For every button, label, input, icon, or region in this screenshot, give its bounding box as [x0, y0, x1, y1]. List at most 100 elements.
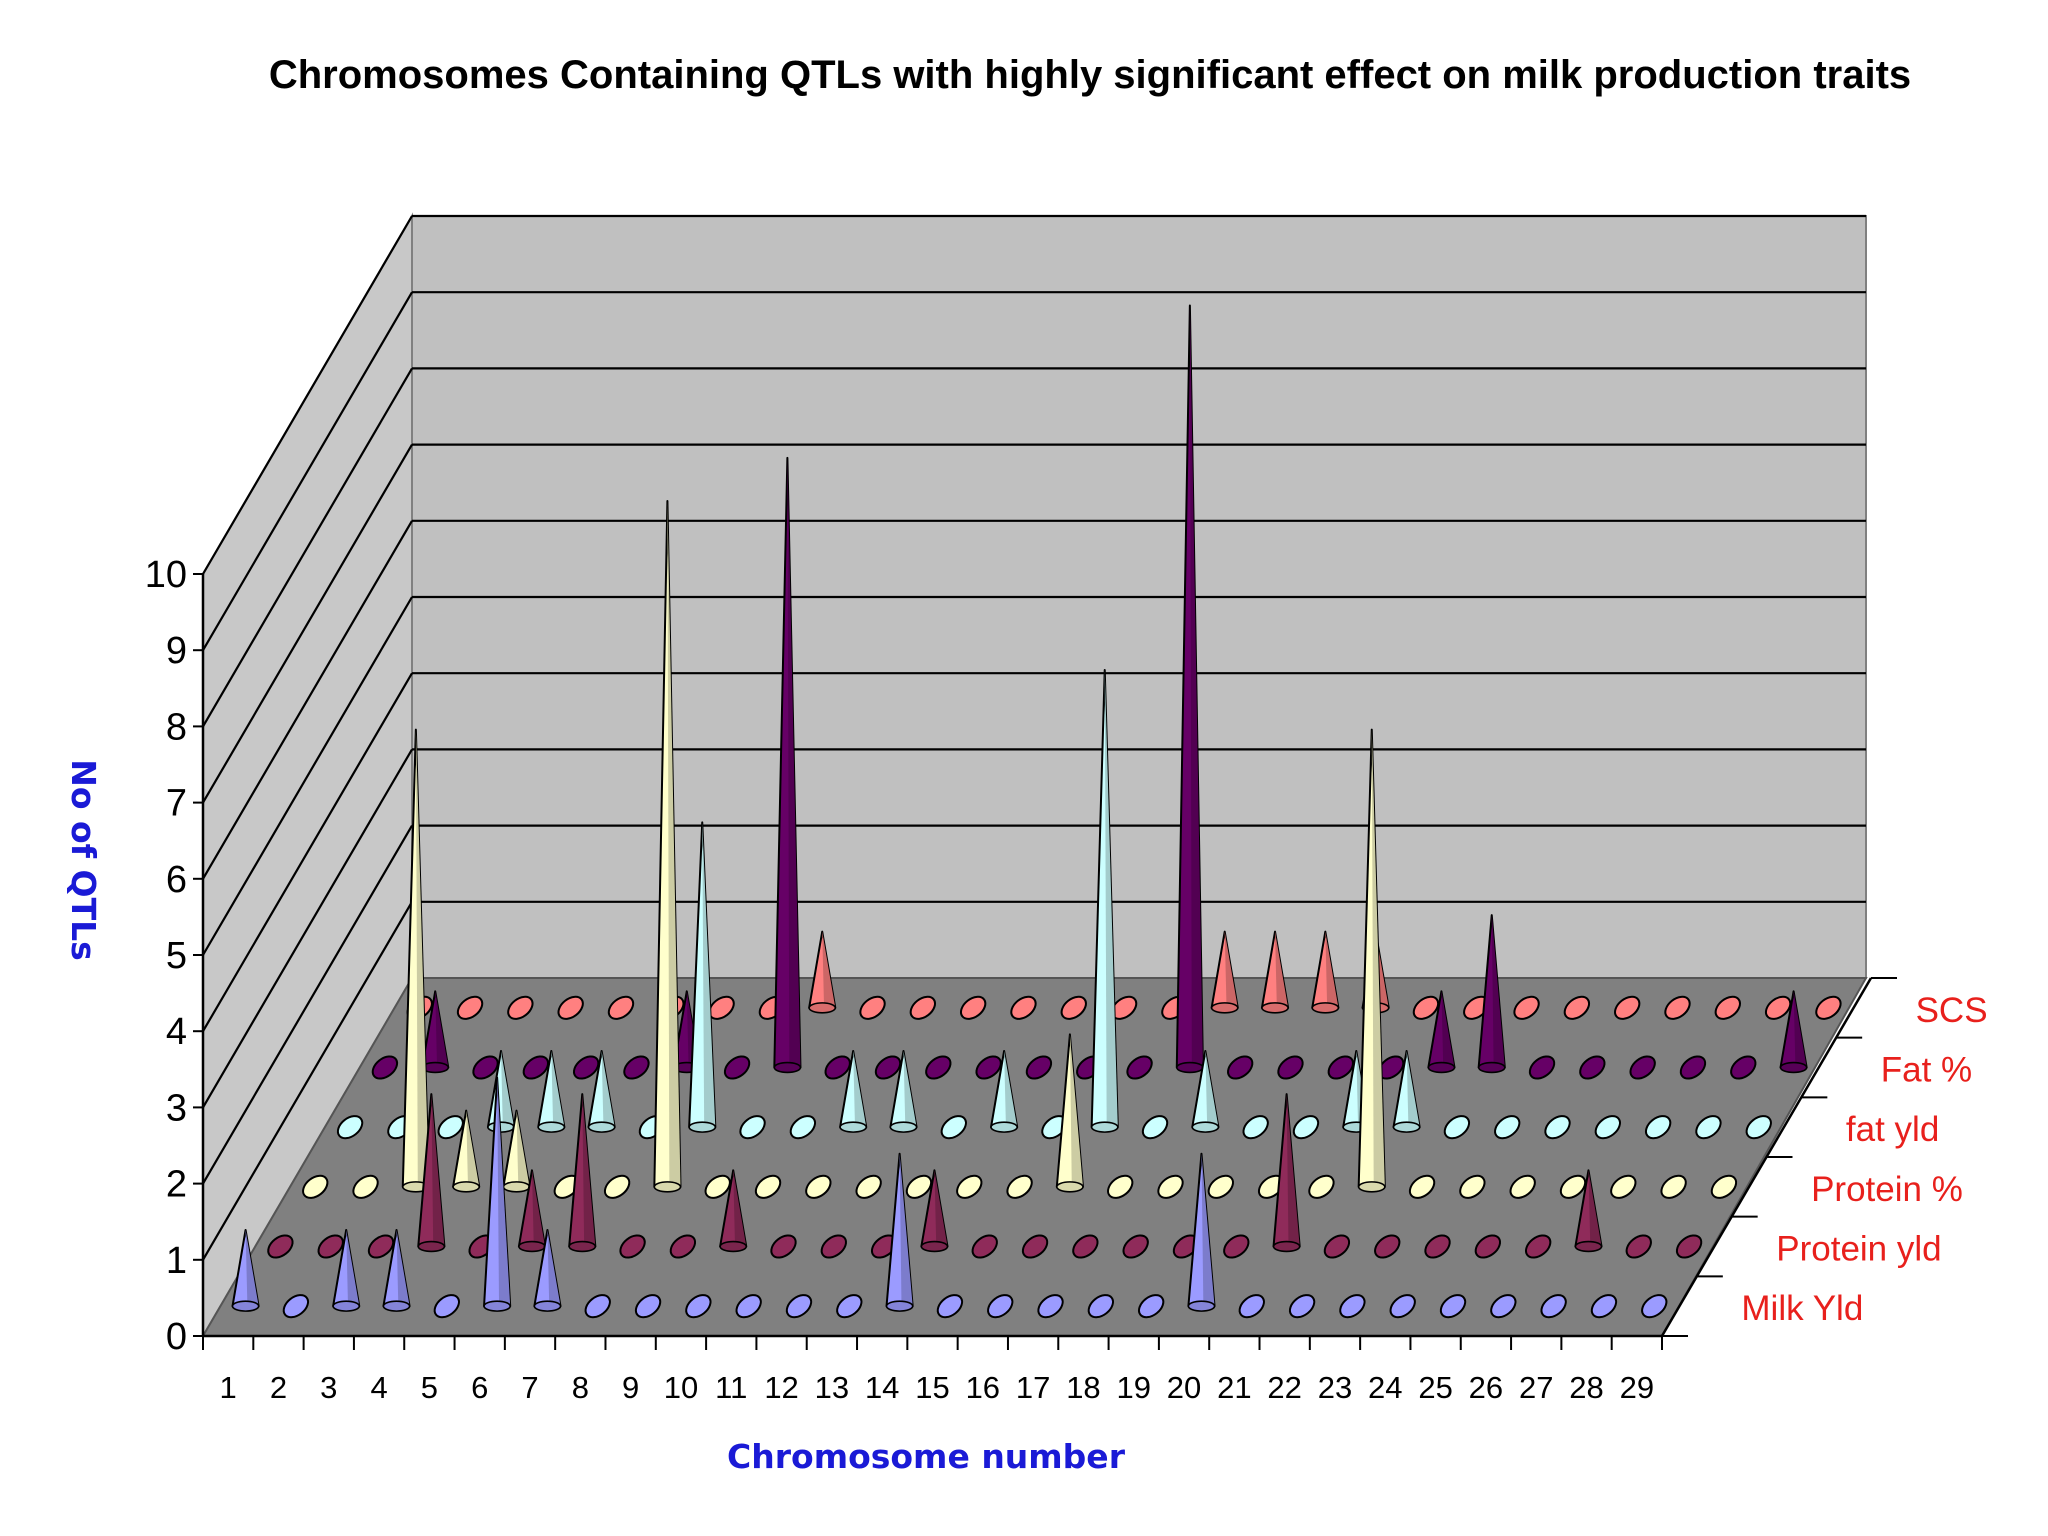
- cone: [1126, 1055, 1153, 1080]
- cone: [1137, 1294, 1165, 1319]
- cone: [1412, 995, 1440, 1020]
- cone: [472, 1055, 499, 1080]
- x-tick-label: 20: [1167, 1370, 1201, 1405]
- y-tick-label: 5: [166, 935, 187, 977]
- cone: [1323, 1234, 1351, 1259]
- cone: [332, 1228, 361, 1312]
- cone: [1525, 1234, 1552, 1259]
- chart-title: Chromosomes Containing QTLs with highly …: [269, 53, 1911, 97]
- cone: [371, 1055, 399, 1080]
- cone: [1644, 1115, 1672, 1140]
- cone: [1714, 995, 1741, 1020]
- cone: [1223, 1234, 1250, 1259]
- x-tick-label: 24: [1368, 1370, 1402, 1405]
- x-tick-label: 9: [622, 1370, 639, 1405]
- cone: [1408, 1174, 1436, 1199]
- cone: [634, 1294, 662, 1319]
- x-tick-label: 5: [421, 1370, 438, 1405]
- cone: [1090, 668, 1119, 1133]
- y-tick-label: 4: [166, 1011, 187, 1053]
- cone: [1710, 1174, 1738, 1199]
- cone: [1439, 1294, 1467, 1319]
- cone: [785, 1294, 813, 1319]
- cone: [1629, 1055, 1656, 1080]
- cone: [231, 1228, 260, 1312]
- cone: [1594, 1115, 1621, 1140]
- cone: [805, 1174, 832, 1199]
- floor: [201, 977, 1868, 1337]
- cone: [1292, 1115, 1320, 1140]
- cone: [669, 1234, 697, 1259]
- cone: [437, 1115, 464, 1140]
- cone: [603, 1174, 631, 1199]
- cone: [773, 456, 802, 1074]
- y-tick-label: 1: [166, 1240, 187, 1282]
- cone: [537, 1049, 566, 1133]
- x-tick-label: 22: [1267, 1370, 1301, 1405]
- cone: [1175, 304, 1204, 1074]
- cone: [723, 1055, 751, 1080]
- x-tick-label: 16: [966, 1370, 1000, 1405]
- cone: [719, 1169, 748, 1253]
- gridline-side: [202, 901, 413, 1261]
- cone: [1272, 1093, 1301, 1253]
- cone: [1006, 1174, 1033, 1199]
- x-tick-label: 28: [1569, 1370, 1603, 1405]
- cone: [1191, 1049, 1220, 1133]
- series-label: Milk Yld: [1741, 1289, 1863, 1328]
- cone: [1060, 995, 1087, 1020]
- cone: [1311, 930, 1340, 1014]
- cone: [1664, 995, 1691, 1020]
- cone: [1424, 1234, 1451, 1259]
- series-label: Protein yld: [1776, 1230, 1941, 1269]
- cone: [1474, 1234, 1502, 1259]
- cone: [1389, 1294, 1416, 1319]
- gridlines: [202, 214, 1866, 1261]
- cone: [1540, 1294, 1567, 1319]
- cone: [975, 1055, 1002, 1080]
- cone: [1513, 995, 1540, 1020]
- cone: [1277, 1055, 1304, 1080]
- cone: [990, 1049, 1019, 1133]
- cone: [1625, 1234, 1652, 1259]
- cone: [940, 1115, 967, 1140]
- cone: [1815, 995, 1842, 1020]
- cone: [456, 995, 484, 1020]
- y-tick-label: 8: [166, 706, 187, 748]
- cone: [936, 1294, 964, 1319]
- cone: [1745, 1115, 1772, 1140]
- cone: [452, 1109, 481, 1193]
- cone: [855, 1174, 882, 1199]
- cone: [433, 1294, 460, 1319]
- cone: [572, 1055, 600, 1080]
- cone: [1339, 1294, 1366, 1319]
- cone: [1025, 1055, 1053, 1080]
- cone: [417, 1093, 446, 1253]
- cone: [770, 1234, 797, 1259]
- cone: [587, 1049, 616, 1133]
- cone: [1610, 1174, 1637, 1199]
- x-tick-label: 14: [865, 1370, 899, 1405]
- cone: [808, 930, 837, 1014]
- cone: [874, 1055, 902, 1080]
- cone: [1141, 1115, 1169, 1140]
- gridline-side: [202, 444, 413, 804]
- cone: [302, 1174, 329, 1199]
- x-tick-label: 12: [764, 1370, 798, 1405]
- cone: [704, 1174, 731, 1199]
- x-tick-label: 26: [1469, 1370, 1503, 1405]
- cone: [1260, 930, 1290, 1014]
- cone: [1459, 1174, 1486, 1199]
- cone: [1509, 1174, 1536, 1199]
- cone: [352, 1174, 379, 1199]
- cone: [739, 1115, 766, 1140]
- cone: [735, 1294, 762, 1319]
- cone: [336, 1115, 364, 1140]
- cone: [909, 995, 937, 1020]
- cone: [1675, 1234, 1703, 1259]
- cone: [507, 995, 534, 1020]
- cone: [619, 1234, 646, 1259]
- cone: [1443, 1115, 1471, 1140]
- cone: [367, 1234, 395, 1259]
- cone: [557, 995, 584, 1020]
